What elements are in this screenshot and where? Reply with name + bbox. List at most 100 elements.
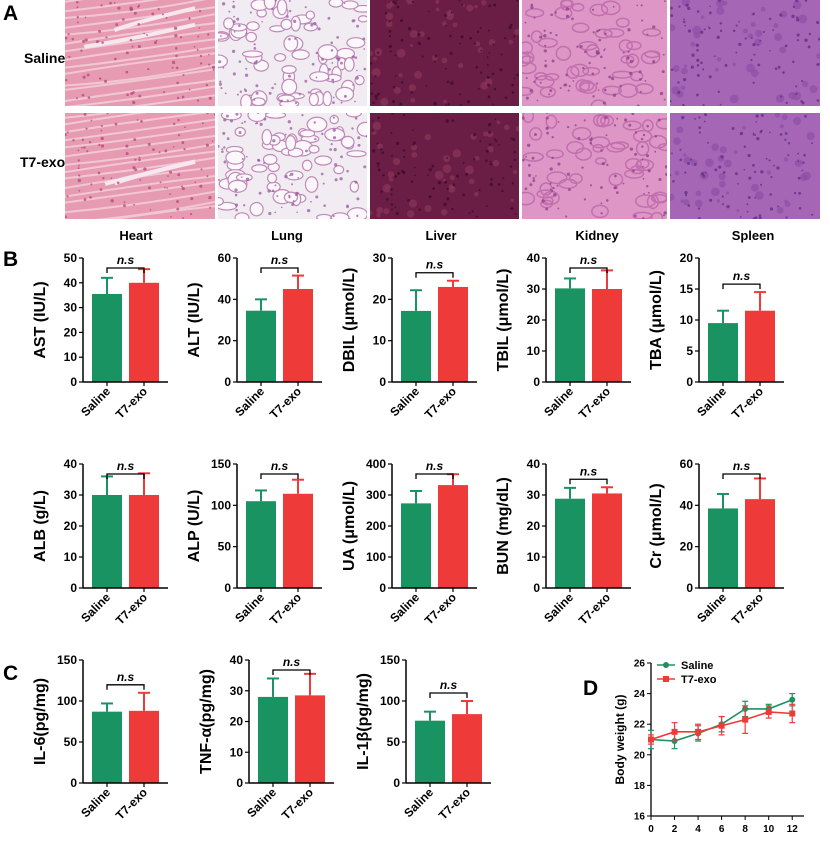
- nucleus: [82, 75, 86, 79]
- nucleus: [600, 149, 603, 152]
- nucleus: [465, 172, 469, 176]
- nucleus: [718, 0, 721, 2]
- nucleus: [253, 46, 257, 50]
- tissue-patch: [760, 6, 766, 12]
- nucleus: [65, 215, 67, 219]
- nucleus: [280, 99, 283, 103]
- y-tick-label: 16: [634, 812, 646, 823]
- tissue-patch: [492, 159, 500, 167]
- category-label: Saline: [694, 384, 729, 419]
- muscle-fiber: [65, 63, 215, 87]
- tissue-patch: [751, 183, 759, 192]
- nucleus: [417, 41, 421, 46]
- bar-chart-12: 0 10 20 30 40 TNF-α(pg/mg) Saline T7-exo n.s: [198, 653, 334, 822]
- nucleus: [753, 170, 757, 174]
- nucleus: [236, 93, 239, 96]
- nucleus: [131, 45, 134, 48]
- nucleus: [84, 38, 88, 42]
- tissue-patch: [680, 85, 686, 91]
- tubule: [582, 66, 601, 76]
- nucleus: [263, 162, 266, 165]
- alveolus: [306, 116, 328, 133]
- tissue-patch: [410, 97, 416, 103]
- nucleus: [779, 13, 783, 17]
- nucleus: [779, 133, 783, 136]
- alveolus: [285, 170, 304, 181]
- nucleus: [443, 202, 447, 206]
- nucleus: [428, 195, 432, 199]
- tubule: [630, 70, 644, 82]
- nucleus: [595, 50, 599, 54]
- y-tick-label: 100: [380, 694, 400, 708]
- nucleus: [392, 85, 396, 89]
- nucleus: [418, 208, 421, 211]
- nucleus: [205, 143, 209, 147]
- nucleus: [213, 113, 215, 116]
- nucleus: [147, 142, 151, 146]
- tissue-patch: [380, 97, 389, 106]
- x-tick-label: 2: [672, 824, 678, 835]
- nucleus: [114, 122, 118, 126]
- category-label: Saline: [387, 384, 422, 419]
- nucleus: [689, 158, 693, 161]
- nucleus: [684, 24, 686, 27]
- alveolus: [249, 201, 264, 217]
- alveolus: [218, 54, 228, 68]
- muscle-fiber: [65, 134, 215, 158]
- tissue-patch: [487, 145, 494, 153]
- nucleus: [149, 209, 152, 211]
- tissue-patch: [383, 208, 390, 215]
- nucleus: [288, 9, 292, 13]
- tissue-patch: [816, 53, 820, 59]
- y-tick-label: 20: [527, 519, 541, 533]
- nucleus: [241, 158, 244, 161]
- alveolus: [241, 50, 263, 58]
- y-tick-label: 20: [218, 334, 232, 348]
- tissue-patch: [794, 159, 803, 167]
- nucleus: [444, 67, 447, 70]
- y-tick-label: 50: [64, 251, 78, 265]
- nucleus: [709, 198, 713, 202]
- nucleus: [525, 96, 529, 100]
- nucleus: [748, 176, 752, 180]
- nucleus: [693, 163, 697, 166]
- muscle-fiber: [65, 0, 160, 13]
- nucleus: [218, 82, 222, 86]
- nucleus: [471, 210, 474, 213]
- alveolus: [263, 0, 277, 10]
- alveolus: [336, 47, 356, 60]
- nucleus: [670, 68, 674, 71]
- nucleus: [184, 126, 186, 129]
- tissue-patch: [474, 4, 478, 9]
- nucleus: [687, 204, 691, 207]
- nucleus: [182, 217, 185, 219]
- nucleus: [489, 160, 492, 163]
- nucleus: [76, 6, 79, 9]
- nucleus: [219, 80, 222, 84]
- nucleus: [597, 89, 600, 91]
- significance-bracket: [106, 684, 145, 690]
- nucleus: [592, 95, 595, 98]
- nucleus: [403, 155, 406, 159]
- nucleus: [458, 42, 461, 45]
- nucleus: [379, 148, 383, 151]
- category-label: Saline: [78, 384, 113, 419]
- alveolus: [341, 0, 359, 10]
- nucleus: [244, 89, 248, 92]
- nucleus: [685, 3, 689, 7]
- tubule: [655, 118, 667, 130]
- nucleus: [294, 102, 298, 105]
- nucleus: [158, 151, 161, 154]
- nucleus: [795, 85, 798, 88]
- alveolus: [290, 15, 301, 32]
- nucleus: [557, 207, 560, 210]
- nucleus: [75, 0, 79, 4]
- nucleus: [475, 215, 478, 218]
- nucleus: [549, 188, 552, 191]
- nucleus: [581, 166, 584, 169]
- nucleus: [752, 81, 755, 84]
- nucleus: [390, 132, 393, 135]
- nucleus: [777, 65, 781, 69]
- nucleus: [444, 14, 448, 17]
